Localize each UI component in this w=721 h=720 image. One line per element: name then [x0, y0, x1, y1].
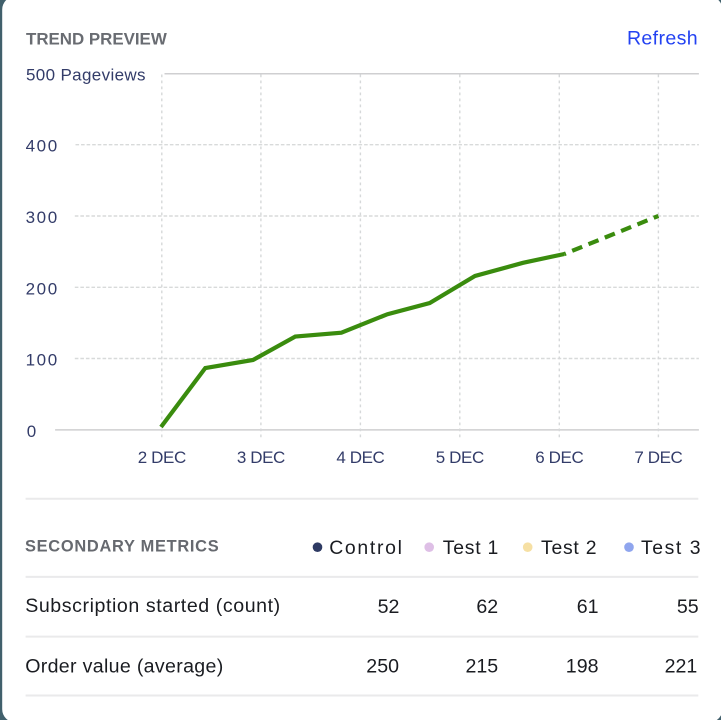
- svg-text:5 DEC: 5 DEC: [436, 448, 484, 467]
- svg-text:200: 200: [26, 279, 59, 298]
- svg-text:300: 300: [26, 208, 59, 227]
- svg-text:3 DEC: 3 DEC: [237, 448, 285, 467]
- svg-text:500 Pageviews: 500 Pageviews: [26, 65, 146, 84]
- svg-text:52: 52: [378, 596, 400, 618]
- svg-text:Test 1: Test 1: [443, 537, 499, 559]
- svg-text:6 DEC: 6 DEC: [535, 448, 583, 467]
- svg-text:221: 221: [665, 656, 698, 678]
- svg-text:Order value (average): Order value (average): [25, 655, 223, 677]
- svg-text:215: 215: [465, 656, 498, 678]
- svg-text:2 DEC: 2 DEC: [138, 448, 186, 467]
- svg-text:198: 198: [566, 656, 599, 678]
- svg-text:Test 2: Test 2: [541, 537, 597, 559]
- svg-text:100: 100: [26, 351, 59, 370]
- svg-text:62: 62: [476, 596, 498, 618]
- svg-text:Test 3: Test 3: [641, 537, 702, 559]
- svg-text:4 DEC: 4 DEC: [336, 448, 384, 467]
- svg-text:61: 61: [577, 596, 599, 618]
- svg-text:Subscription started (count): Subscription started (count): [25, 595, 281, 617]
- svg-text:Control: Control: [329, 537, 403, 559]
- svg-text:400: 400: [26, 137, 59, 156]
- svg-text:TREND PREVIEW: TREND PREVIEW: [26, 30, 167, 49]
- svg-text:Refresh: Refresh: [627, 28, 698, 50]
- svg-text:SECONDARY METRICS: SECONDARY METRICS: [25, 538, 219, 556]
- svg-text:7 DEC: 7 DEC: [634, 448, 682, 467]
- svg-text:55: 55: [677, 596, 699, 618]
- svg-text:250: 250: [366, 656, 399, 678]
- svg-text:0: 0: [27, 422, 36, 441]
